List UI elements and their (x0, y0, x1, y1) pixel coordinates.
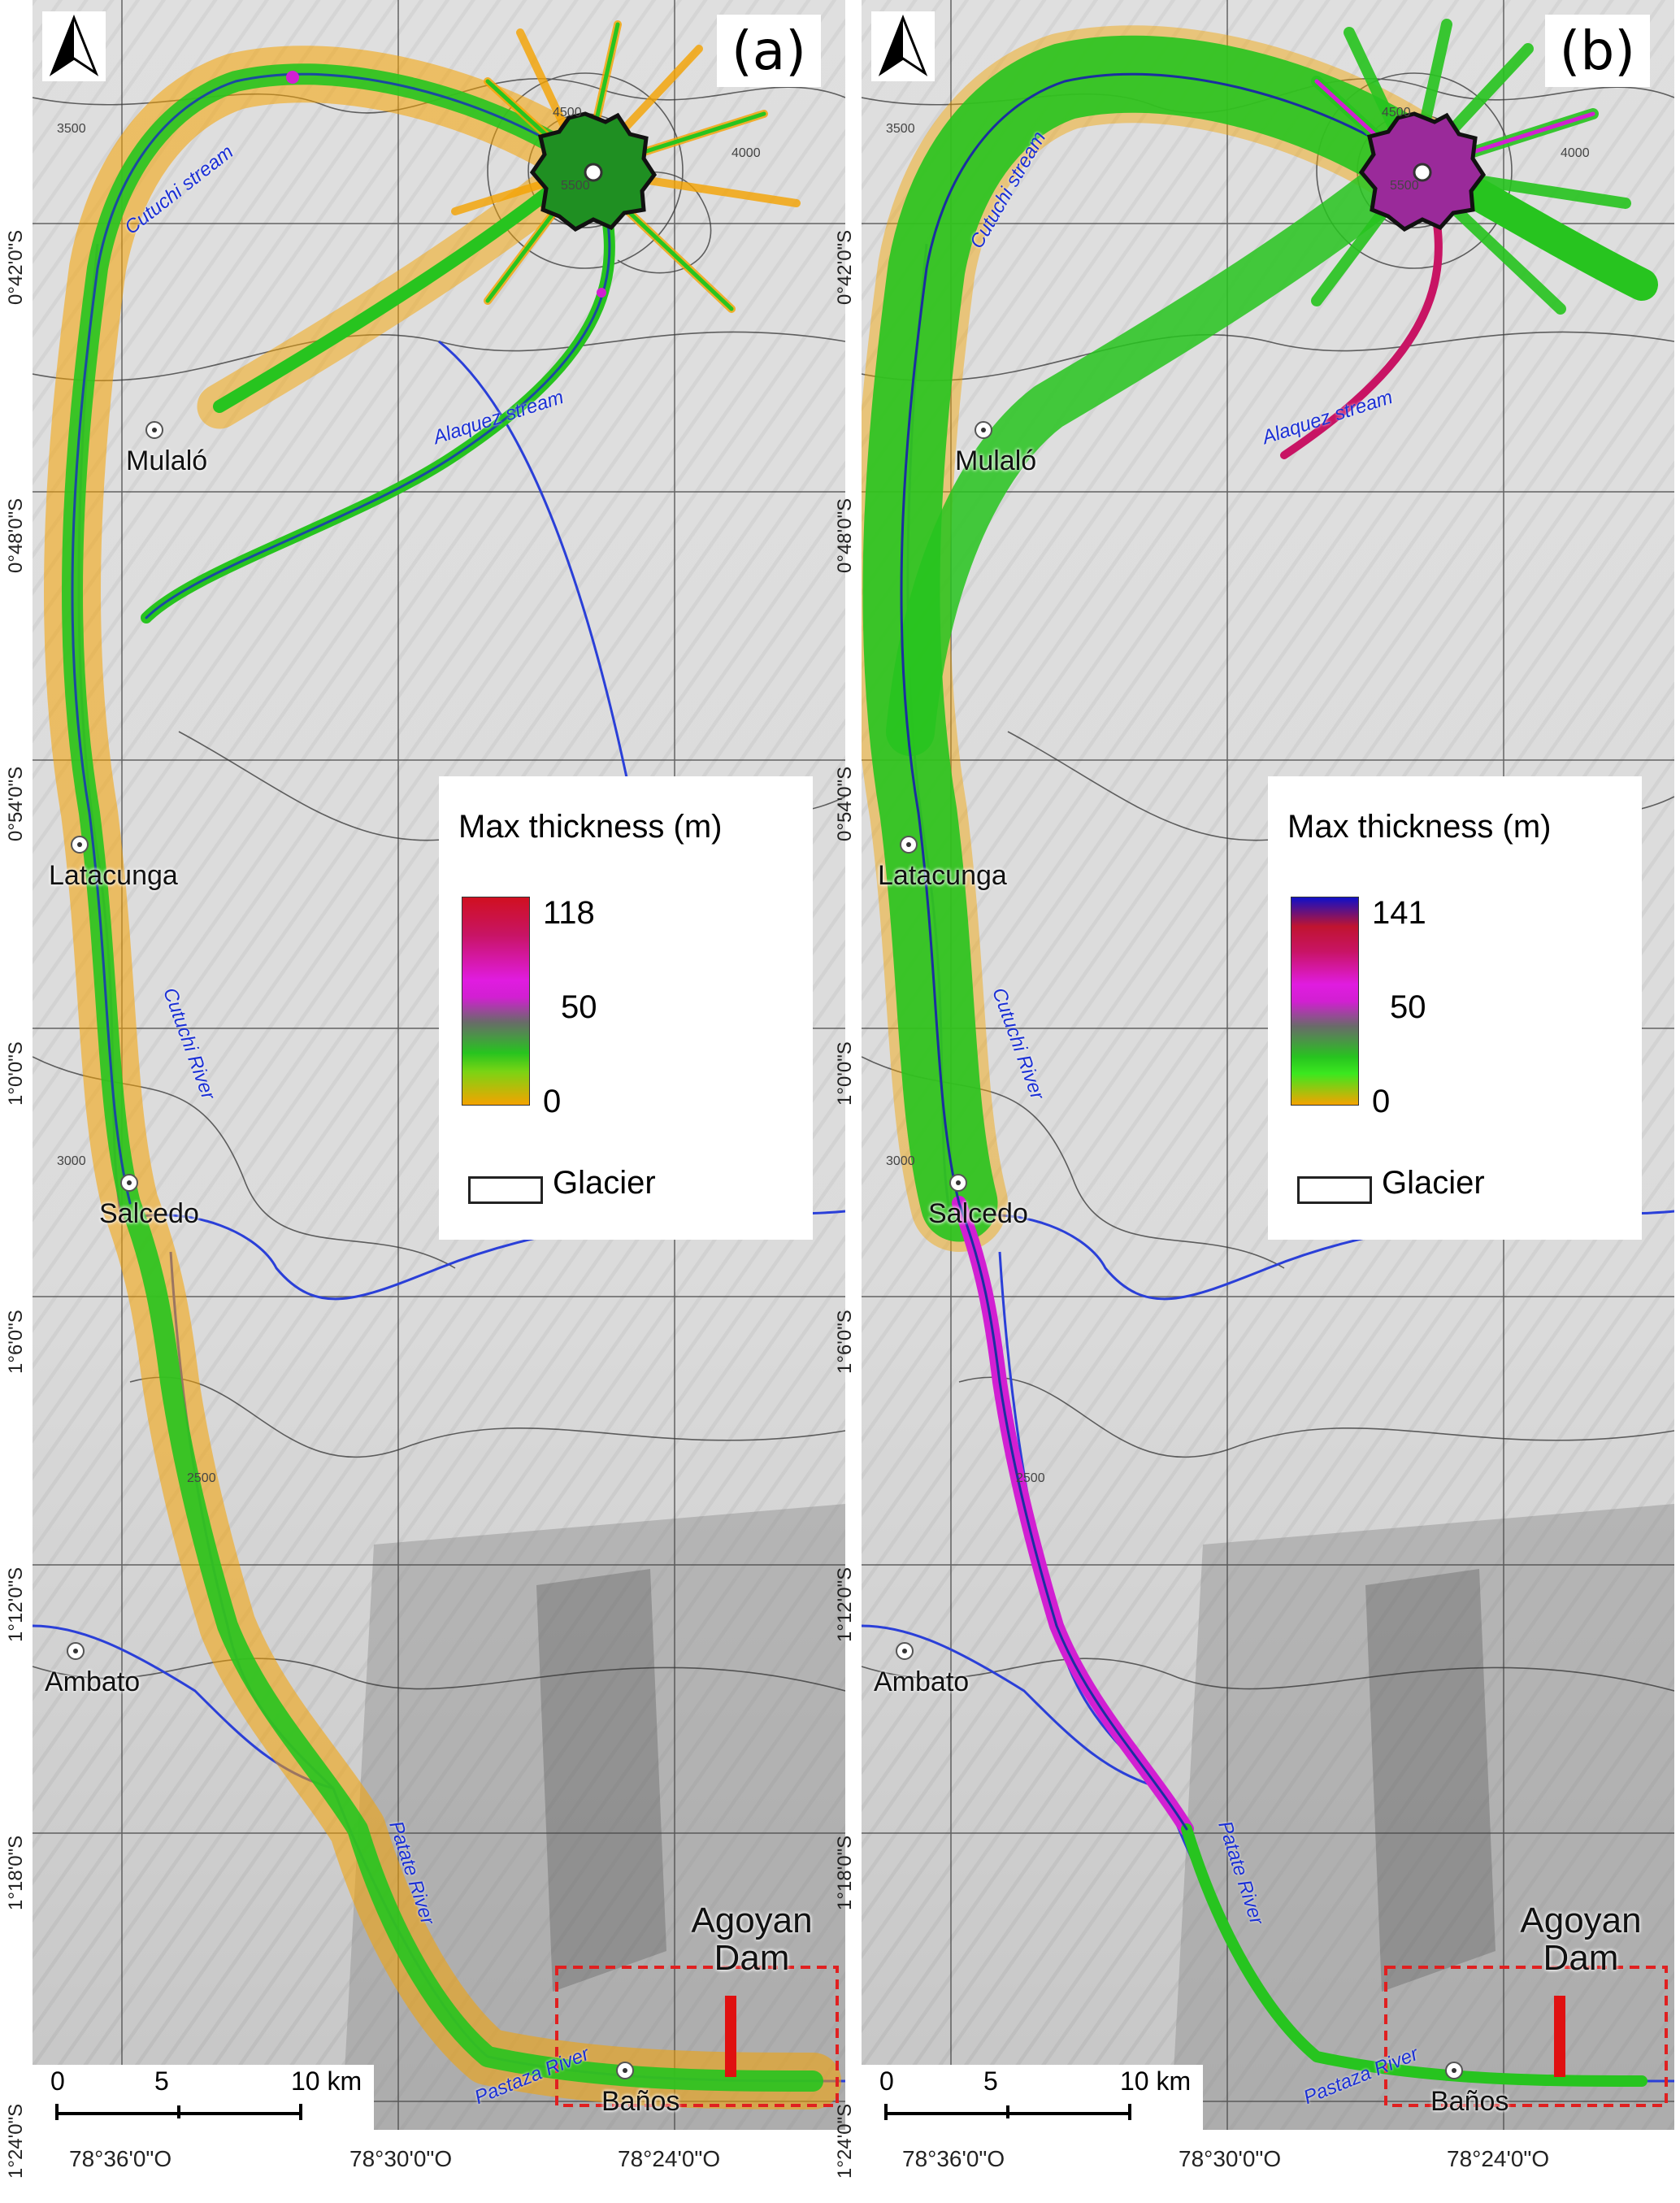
map-panel-a: (a) Mulaló Latacunga Salcedo Ambato Baño… (33, 0, 845, 2130)
legend: Max thickness (m) 118 50 0 Glacier (439, 776, 813, 1240)
panel-letter: (a) (717, 15, 821, 87)
scale-tick-label: 10 km (1120, 2066, 1192, 2096)
scale-bar: 0 5 10 km (862, 2065, 1203, 2130)
legend-mid-label: 50 (561, 989, 597, 1025)
contour-label: 2500 (187, 1471, 216, 1485)
contour-label: 4000 (1561, 146, 1590, 160)
town-marker (896, 1642, 914, 1660)
lat-label: 1°24'0"S (834, 2103, 856, 2179)
town-label-banos: Baños (601, 2086, 680, 2117)
legend-min-label: 0 (543, 1084, 562, 1119)
scale-bar: 0 5 10 km (33, 2065, 374, 2130)
contour-label: 4000 (731, 146, 761, 160)
lat-label: 1°18'0"S (5, 1835, 27, 1910)
town-marker (145, 421, 163, 439)
north-arrow-icon (42, 11, 106, 81)
contour-label: 4500 (1382, 106, 1411, 119)
legend-title: Max thickness (m) (1287, 809, 1552, 845)
town-label-salcedo: Salcedo (99, 1198, 199, 1229)
lat-label: 1°24'0"S (5, 2103, 27, 2179)
town-label-mulalo: Mulaló (126, 445, 208, 476)
lat-label: 0°48'0"S (834, 498, 856, 573)
glacier-legend-swatch (468, 1176, 543, 1204)
lon-label: 78°24'0"O (1447, 2146, 1550, 2171)
scale-tick-label: 5 (154, 2066, 169, 2096)
dam-label: Agoyan Dam (1520, 1901, 1642, 1979)
north-arrow-icon (871, 11, 935, 81)
lat-label: 1°0'0"S (5, 1041, 27, 1106)
lat-label: 1°18'0"S (834, 1835, 856, 1910)
contour-label: 4500 (553, 106, 582, 119)
contour-label: 5500 (1390, 179, 1419, 193)
contour-label: 3000 (886, 1154, 915, 1168)
town-label-salcedo: Salcedo (928, 1198, 1028, 1229)
legend-title: Max thickness (m) (458, 809, 723, 845)
legend-glacier-label: Glacier (1382, 1165, 1485, 1201)
lon-label: 78°24'0"O (618, 2146, 721, 2171)
town-marker (67, 1642, 85, 1660)
scale-tick-label: 0 (50, 2066, 65, 2096)
map-panel-b: (b) Mulaló Latacunga Salcedo Ambato Baño… (862, 0, 1674, 2130)
color-ramp (1291, 897, 1359, 1106)
town-marker (900, 836, 918, 854)
town-marker (616, 2062, 634, 2079)
lon-label: 78°36'0"O (902, 2146, 1005, 2171)
town-label-mulalo: Mulaló (955, 445, 1037, 476)
dam-label: Agoyan Dam (691, 1901, 813, 1979)
scale-tick-label: 0 (879, 2066, 894, 2096)
legend-max-label: 118 (543, 895, 595, 931)
scale-tick-label: 10 km (291, 2066, 362, 2096)
town-marker (949, 1174, 967, 1192)
contour-label: 3500 (57, 122, 86, 136)
town-label-banos: Baños (1430, 2086, 1509, 2117)
lat-label: 1°12'0"S (834, 1566, 856, 1642)
town-label-ambato: Ambato (874, 1666, 970, 1697)
scale-tick-label: 5 (983, 2066, 998, 2096)
legend-glacier-label: Glacier (553, 1165, 656, 1201)
town-label-latacunga: Latacunga (49, 860, 178, 891)
lat-label: 0°54'0"S (5, 766, 27, 841)
town-marker (71, 836, 89, 854)
legend-max-label: 141 (1372, 895, 1426, 931)
legend-min-label: 0 (1372, 1084, 1391, 1119)
lon-label: 78°30'0"O (349, 2146, 453, 2171)
contour-label: 2500 (1016, 1471, 1045, 1485)
legend: Max thickness (m) 141 50 0 Glacier (1268, 776, 1642, 1240)
lon-label: 78°36'0"O (69, 2146, 172, 2171)
lat-label: 1°0'0"S (834, 1041, 856, 1106)
lat-label: 1°12'0"S (5, 1566, 27, 1642)
town-marker (975, 421, 992, 439)
lat-label: 0°42'0"S (5, 229, 27, 305)
lat-label: 0°42'0"S (834, 229, 856, 305)
lat-label: 1°6'0"S (5, 1310, 27, 1374)
town-label-latacunga: Latacunga (878, 860, 1007, 891)
contour-label: 3000 (57, 1154, 86, 1168)
lon-label: 78°30'0"O (1179, 2146, 1282, 2171)
town-label-ambato: Ambato (45, 1666, 141, 1697)
glacier-legend-swatch (1297, 1176, 1372, 1204)
contour-label: 3500 (886, 122, 915, 136)
lat-label: 0°48'0"S (5, 498, 27, 573)
color-ramp (462, 897, 530, 1106)
town-marker (1445, 2062, 1463, 2079)
legend-mid-label: 50 (1390, 989, 1426, 1025)
panel-letter: (b) (1544, 15, 1650, 87)
lat-label: 0°54'0"S (834, 766, 856, 841)
contour-label: 5500 (561, 179, 590, 193)
town-marker (120, 1174, 138, 1192)
lat-label: 1°6'0"S (834, 1310, 856, 1374)
